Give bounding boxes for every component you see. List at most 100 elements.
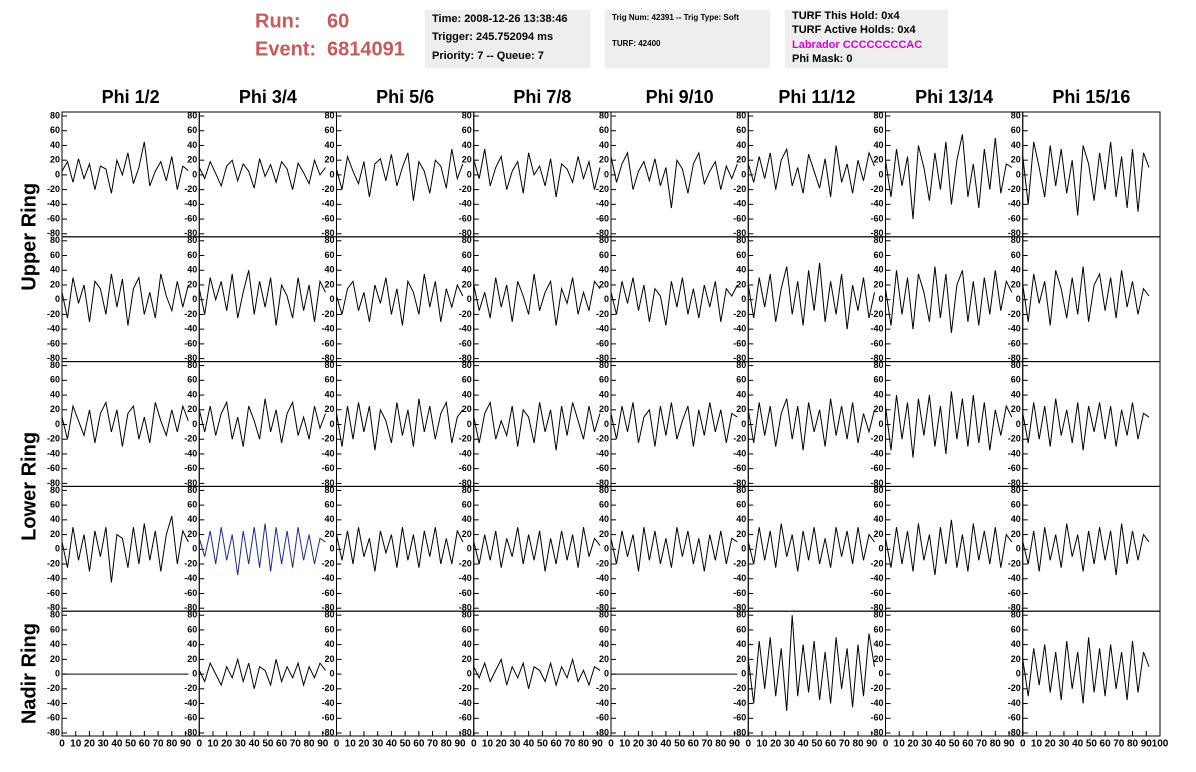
- y-tick-label: -60: [596, 588, 609, 598]
- y-tick-label: -40: [596, 448, 609, 458]
- x-tick-label: 70: [1113, 739, 1125, 750]
- x-tick-label: 80: [303, 739, 315, 750]
- y-tick-label: 0: [329, 668, 334, 678]
- y-tick-label: 0: [329, 419, 334, 429]
- y-tick-label: -40: [733, 573, 746, 583]
- waveform: [885, 134, 1013, 220]
- info-box: [605, 10, 770, 68]
- y-tick-label: 40: [324, 265, 334, 275]
- y-tick-label: -60: [184, 338, 197, 348]
- y-tick-label: 0: [604, 169, 609, 179]
- x-tick-label: 50: [949, 739, 961, 750]
- x-tick-label: 20: [907, 739, 919, 750]
- y-tick-label: -20: [321, 184, 334, 194]
- waveform: [336, 273, 464, 326]
- y-tick-label: -80: [47, 353, 60, 363]
- y-tick-label: 0: [604, 294, 609, 304]
- y-tick-label: 60: [1011, 125, 1021, 135]
- x-tick-label: 80: [166, 739, 178, 750]
- y-tick-label: 0: [329, 544, 334, 554]
- y-tick-label: 0: [467, 419, 472, 429]
- waveform: [473, 273, 601, 326]
- waveform: [747, 615, 875, 711]
- y-tick-label: 20: [873, 155, 883, 165]
- y-tick-label: -80: [321, 727, 334, 737]
- x-tick-label: 70: [290, 739, 302, 750]
- y-tick-label: 60: [324, 375, 334, 385]
- y-tick-label: -80: [1008, 228, 1021, 238]
- y-tick-label: 20: [462, 654, 472, 664]
- y-tick-label: -80: [1008, 727, 1021, 737]
- y-tick-label: 40: [462, 140, 472, 150]
- y-tick-label: 80: [1011, 110, 1021, 120]
- column-title: Phi 15/16: [1052, 87, 1130, 107]
- y-tick-label: -40: [459, 698, 472, 708]
- y-tick-label: 20: [50, 155, 60, 165]
- y-tick-label: 40: [599, 389, 609, 399]
- y-tick-label: 40: [187, 389, 197, 399]
- y-tick-label: -40: [47, 698, 60, 708]
- y-tick-label: -80: [733, 727, 746, 737]
- y-tick-label: -40: [1008, 199, 1021, 209]
- y-tick-label: 20: [50, 404, 60, 414]
- y-tick-label: 60: [873, 250, 883, 260]
- y-tick-label: -60: [47, 463, 60, 473]
- y-tick-label: 80: [873, 235, 883, 245]
- y-tick-label: -20: [1008, 309, 1021, 319]
- y-tick-label: 60: [324, 624, 334, 634]
- waveform: [610, 151, 738, 209]
- x-tick-label: 90: [1003, 739, 1015, 750]
- y-tick-label: 40: [324, 140, 334, 150]
- y-tick-label: 80: [50, 485, 60, 495]
- y-tick-label: -60: [870, 213, 883, 223]
- y-tick-label: -20: [459, 558, 472, 568]
- y-tick-label: -80: [596, 603, 609, 613]
- y-tick-label: 40: [50, 265, 60, 275]
- y-tick-label: 20: [736, 529, 746, 539]
- y-tick-label: -80: [459, 353, 472, 363]
- y-tick-label: -40: [184, 324, 197, 334]
- y-tick-label: -40: [1008, 698, 1021, 708]
- y-tick-label: -80: [596, 727, 609, 737]
- y-tick-label: -60: [733, 588, 746, 598]
- y-tick-label: 20: [873, 529, 883, 539]
- y-tick-label: 0: [192, 294, 197, 304]
- y-tick-label: 40: [873, 140, 883, 150]
- row-title: Nadir Ring: [18, 623, 40, 724]
- y-tick-label: -80: [184, 353, 197, 363]
- y-tick-label: 40: [462, 265, 472, 275]
- y-tick-label: 0: [1016, 419, 1021, 429]
- y-tick-label: -40: [321, 324, 334, 334]
- y-tick-label: -20: [459, 184, 472, 194]
- x-tick-label: 40: [111, 739, 123, 750]
- y-tick-label: -60: [47, 713, 60, 723]
- y-tick-label: 60: [599, 375, 609, 385]
- x-tick-label: 40: [1072, 739, 1084, 750]
- y-tick-label: -20: [47, 683, 60, 693]
- info-turf-hold: TURF This Hold: 0x4: [792, 10, 900, 22]
- y-tick-label: 80: [1011, 235, 1021, 245]
- y-tick-label: 40: [736, 140, 746, 150]
- y-tick-label: 60: [50, 125, 60, 135]
- x-tick-label: 90: [180, 739, 192, 750]
- y-tick-label: -40: [870, 573, 883, 583]
- y-tick-label: -80: [459, 603, 472, 613]
- x-tick-label: 70: [839, 739, 851, 750]
- y-tick-label: -40: [184, 573, 197, 583]
- y-tick-label: 40: [1011, 639, 1021, 649]
- x-tick-label: 10: [1031, 739, 1043, 750]
- waveform: [473, 400, 601, 451]
- y-tick-label: -80: [596, 353, 609, 363]
- y-tick-label: 0: [55, 544, 60, 554]
- waveform: [61, 400, 189, 447]
- y-tick-label: 60: [873, 125, 883, 135]
- y-tick-label: -20: [1008, 683, 1021, 693]
- y-tick-label: 80: [736, 110, 746, 120]
- y-tick-label: 20: [324, 404, 334, 414]
- waveform: [885, 266, 1013, 333]
- y-tick-label: 80: [736, 235, 746, 245]
- y-tick-label: 60: [599, 500, 609, 510]
- run-label: Run:: [255, 10, 301, 32]
- y-tick-label: -20: [870, 184, 883, 194]
- y-tick-label: 40: [324, 389, 334, 399]
